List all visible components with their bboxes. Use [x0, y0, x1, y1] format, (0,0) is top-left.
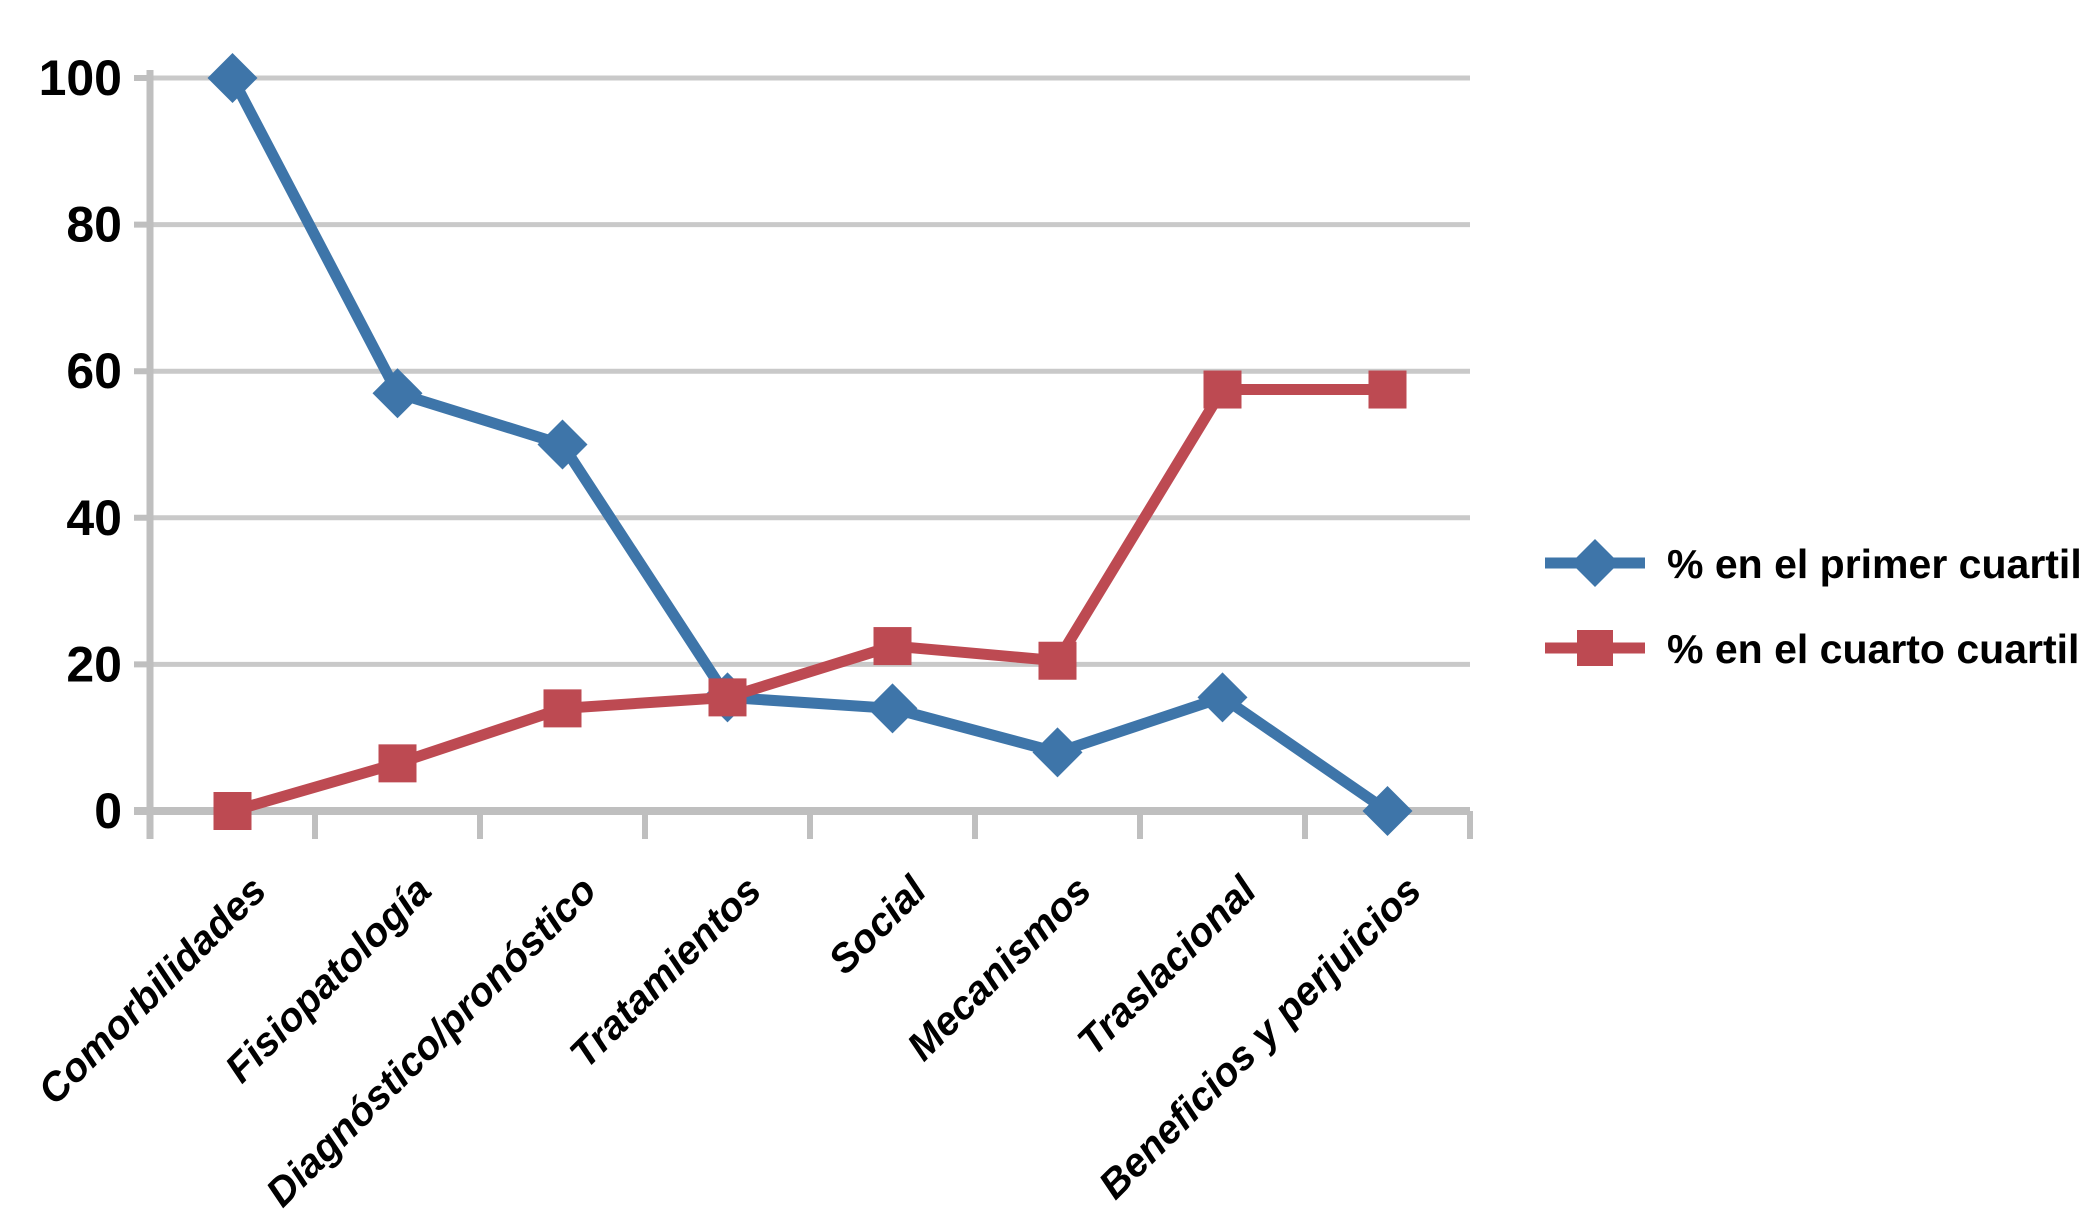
legend-square-icon: [1577, 630, 1613, 666]
legend-diamond-icon: [1571, 539, 1619, 587]
data-point-s1-4: [873, 627, 912, 666]
data-point-s1-7: [1368, 370, 1407, 409]
data-point-s0-4: [867, 683, 918, 734]
x-axis-label-4: Social: [820, 868, 935, 983]
data-point-s1-1: [378, 744, 417, 783]
y-axis-label-100: 100: [39, 50, 122, 106]
data-point-s0-6: [1197, 672, 1248, 723]
data-point-s0-5: [1032, 727, 1083, 778]
legend-label-0: % en el primer cuartil: [1667, 541, 2082, 587]
y-axis-label-60: 60: [66, 343, 122, 399]
data-point-s0-1: [372, 368, 423, 419]
series-line-1: [230, 384, 1388, 817]
y-axis-label-20: 20: [66, 636, 122, 692]
data-point-s0-0: [207, 53, 258, 103]
data-point-s1-6: [1203, 370, 1242, 409]
data-point-s0-7: [1362, 786, 1413, 836]
y-axis-label-40: 40: [66, 490, 122, 546]
series-line-0: [227, 75, 1391, 816]
data-point-s1-2: [543, 689, 582, 728]
x-axis-label-2: Diagnóstico/pronóstico: [258, 868, 605, 1215]
data-point-s1-3: [708, 678, 747, 717]
x-axis-label-7: Beneficios y perjuicios: [1091, 868, 1430, 1207]
y-axis-label-0: 0: [94, 783, 122, 839]
data-point-s1-0: [213, 792, 252, 830]
data-point-s1-5: [1038, 641, 1077, 680]
data-point-s0-2: [537, 419, 588, 470]
y-axis-label-80: 80: [66, 197, 122, 253]
legend-label-1: % en el cuarto cuartil: [1667, 626, 2079, 672]
